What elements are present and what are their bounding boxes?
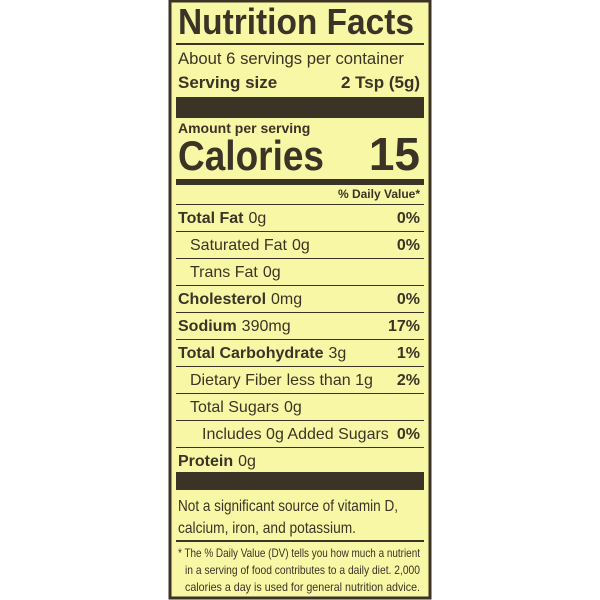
calories-value: 15 [369,128,420,180]
nutrient-row: Protein 0g [178,453,256,470]
nutrient-dv: 1% [397,345,420,362]
medium-bar [176,179,424,185]
nutrient-name: Trans Fat [190,264,258,281]
nutrient-amount: 0g [248,210,266,227]
rule [176,540,424,542]
nutrient-dv: 0% [397,237,420,254]
rule [176,393,424,394]
nutrient-name: Total Carbohydrate [178,345,324,362]
nutrient-row: Dietary Fiber less than 1g [190,372,373,389]
rule [176,366,424,367]
nutrient-name: Total Sugars [190,399,279,416]
rule [176,420,424,421]
dv-header: % Daily Value* [338,187,420,201]
nutrient-name: Sodium [178,318,237,335]
thick-bar [176,97,424,118]
vitamins-note: calcium, iron, and potassium. [178,520,356,537]
rule [176,339,424,340]
rule [176,312,424,313]
nutrient-row: Total Sugars 0g [190,399,302,416]
nutrient-dv: 0% [397,210,420,227]
nutrient-row: Sodium 390mg [178,318,291,335]
nutrient-row: Total Fat 0g [178,210,266,227]
nutrient-row: Includes 0g Added Sugars [202,426,389,443]
servings: About 6 servings per container [178,49,404,68]
nutrient-name: Protein [178,453,233,470]
calories-label: Calories [178,132,324,179]
nutrient-name: Total Fat [178,210,244,227]
rule [176,447,424,448]
nutrient-amount: 0g [263,264,281,281]
rule [176,204,424,205]
amount-per-serving: Amount per serving [178,120,310,136]
footnote: in a serving of food contributes to a da… [185,563,420,577]
rule [176,258,424,259]
vitamins-note: Not a significant source of vitamin D, [178,498,398,515]
nutrient-dv: 0% [397,291,420,308]
nutrient-amount: 0g [238,453,256,470]
serving-size-value: 2 Tsp (5g) [341,73,420,92]
nutrient-name: Saturated Fat [190,237,288,254]
nutrient-row: Trans Fat 0g [190,264,281,281]
rule [176,285,424,286]
nutrient-row: Total Carbohydrate 3g [178,345,346,362]
thick-bar [176,472,424,490]
nutrient-amount: 0g [292,237,310,254]
footnote: * The % Daily Value (DV) tells you how m… [178,546,421,560]
nutrient-dv: 0% [397,426,420,443]
nutrient-name: Dietary Fiber [190,372,282,389]
nutrient-amount: less than 1g [287,372,373,389]
nutrient-dv: 2% [397,372,420,389]
nutrient-amount: 0mg [271,291,302,308]
nutrient-name: Includes 0g Added Sugars [202,426,389,443]
nutrient-name: Cholesterol [178,291,266,308]
nutrient-row: Cholesterol 0mg [178,291,302,308]
serving-size-label: Serving size [178,73,277,92]
nutrient-dv: 17% [388,318,420,335]
nutrient-amount: 390mg [242,318,291,335]
nutrient-amount: 0g [284,399,302,416]
rule [176,231,424,232]
nutrient-amount: 3g [329,345,347,362]
title: Nutrition Facts [178,1,414,42]
nutrient-row: Saturated Fat 0g [190,237,310,254]
rule [176,43,424,45]
footnote: calories a day is used for general nutri… [185,580,420,594]
